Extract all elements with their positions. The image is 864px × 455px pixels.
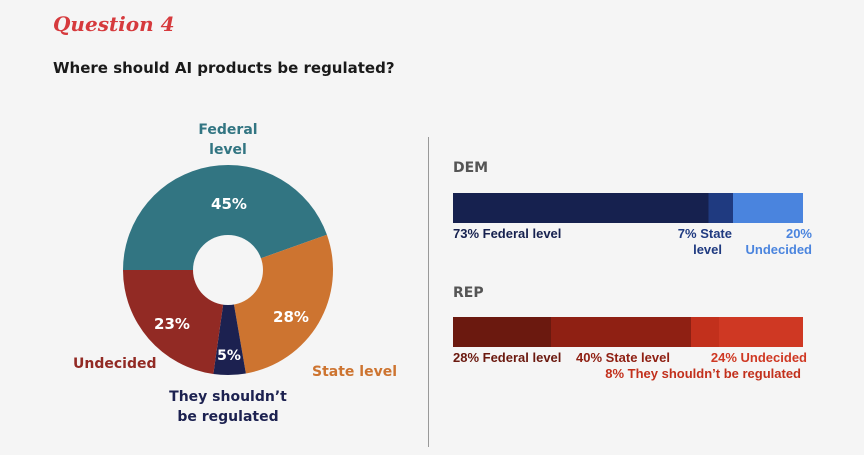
- label-not-regulated: They shouldn’t be regulated: [168, 387, 288, 427]
- question-number: Question 4: [53, 12, 175, 36]
- dem-label: DEM: [453, 160, 489, 176]
- rep-segment-they-shouldn-t-be-regulated: [691, 317, 719, 347]
- label-undecided: Undecided: [73, 356, 157, 372]
- rep-state-label: 40% State level: [576, 350, 670, 365]
- label-federal-line1: Federal: [198, 122, 258, 138]
- label-state: State level: [312, 364, 397, 380]
- rep-federal-label: 28% Federal level: [453, 350, 562, 365]
- label-not-line1: They shouldn’t: [169, 389, 287, 405]
- value-label-undecided: 23%: [154, 315, 190, 333]
- rep-segment-federal-level: [453, 317, 551, 347]
- dem-federal-label: 73% Federal level: [453, 226, 562, 241]
- dem-segment-state-level: [708, 193, 733, 223]
- rep-segment-state-level: [551, 317, 691, 347]
- dem-state-label: 7% State level: [668, 226, 732, 258]
- dem-undecided-line1: 20%: [785, 226, 812, 241]
- dem-state-line1: 7% State: [677, 226, 732, 241]
- dem-undecided-label: 20% Undecided: [740, 226, 812, 258]
- label-not-line2: be regulated: [177, 409, 279, 425]
- rep-segment-undecided: [719, 317, 803, 347]
- donut-slice-federal-level: [123, 164, 327, 270]
- donut-hole: [193, 235, 263, 305]
- dem-state-line2: level: [693, 242, 722, 257]
- donut-slice-they-shouldn-t-be-regulated: [213, 270, 246, 376]
- value-label-federal: 45%: [211, 195, 247, 213]
- rep-undecided-label: 24% Undecided: [710, 350, 807, 365]
- rep-bar: [453, 317, 803, 347]
- rep-label: REP: [453, 285, 484, 301]
- divider: [428, 137, 429, 447]
- donut-chart: 45% 28% 5% 23%: [123, 164, 334, 376]
- dem-undecided-line2: Undecided: [745, 242, 812, 257]
- rep-not-label: 8% They shouldn’t be regulated: [605, 366, 801, 381]
- question-title: Where should AI products be regulated?: [53, 59, 395, 77]
- label-federal: Federal level: [188, 120, 268, 160]
- donut-slice-undecided: [123, 270, 228, 374]
- label-federal-line2: level: [209, 142, 247, 158]
- dem-bar: [453, 193, 803, 223]
- dem-segment-undecided: [733, 193, 803, 223]
- value-label-not: 5%: [217, 348, 241, 364]
- dem-segment-federal-level: [453, 193, 709, 223]
- value-label-state: 28%: [273, 308, 309, 326]
